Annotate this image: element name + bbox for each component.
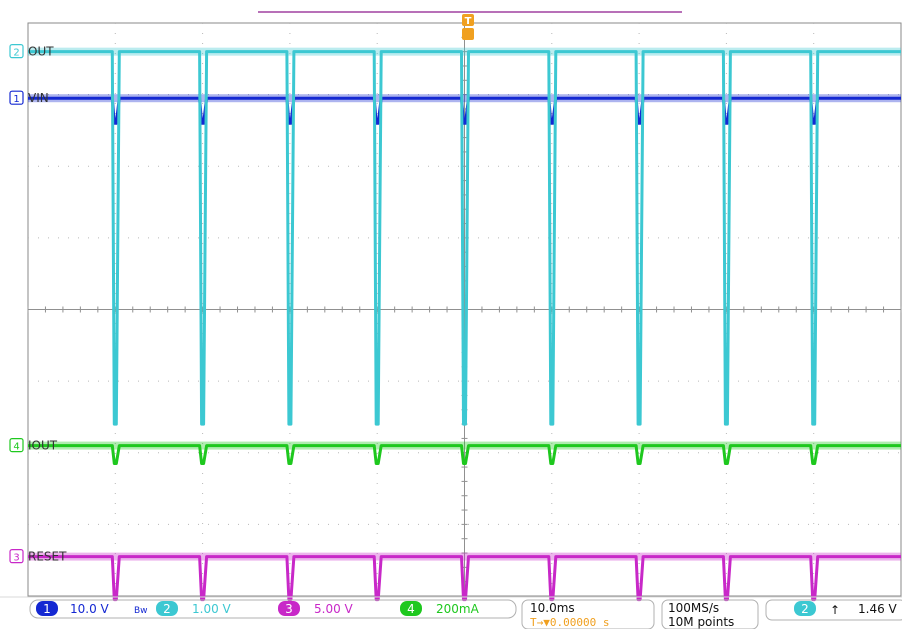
svg-text:2: 2 <box>801 602 809 616</box>
channel-marker-vin[interactable]: 1 VIN <box>9 90 49 105</box>
channel-number: 3 <box>13 553 19 564</box>
trace-band-reset <box>28 552 901 561</box>
timebase: 10.0ms <box>530 601 575 615</box>
svg-text:2: 2 <box>163 602 171 616</box>
trace-out <box>28 50 901 426</box>
channel-marker-out[interactable]: 2 OUT <box>9 44 54 59</box>
trace-iout <box>28 444 901 465</box>
svg-text:1: 1 <box>43 602 51 616</box>
ch2-scale-readout[interactable] <box>156 601 178 616</box>
channel-labels: 1 VIN 2 OUT 4 IOUT 3 RESET <box>9 44 67 564</box>
channel-number-box <box>9 549 24 564</box>
ch4-scale: 200mA <box>436 602 480 616</box>
channel-name: OUT <box>28 45 54 59</box>
trace-band-out <box>28 47 901 56</box>
channel-marker-iout[interactable]: 4 IOUT <box>9 437 58 453</box>
channel-name: RESET <box>28 550 67 564</box>
svg-text:T: T <box>465 16 472 27</box>
channel-number: 2 <box>13 48 19 59</box>
ch1-scale: 10.0 V <box>70 602 110 616</box>
ch1-scale-readout[interactable] <box>29 599 517 619</box>
acquisition-readout[interactable] <box>661 599 759 629</box>
svg-text:3: 3 <box>285 602 293 616</box>
trace-band-iout <box>28 441 901 450</box>
svg-text:4: 4 <box>407 602 415 616</box>
trigger-readout[interactable] <box>765 599 902 621</box>
status-bar: 1 10.0 V Bw 2 1.00 V 3 5.00 V 4 200mA 10… <box>0 596 902 629</box>
channel-name: IOUT <box>28 439 58 453</box>
bandwidth-limit-icon: Bw <box>134 606 148 616</box>
trace-band-vin <box>28 94 901 103</box>
channel-number-box <box>9 90 24 105</box>
ch4-scale-readout[interactable] <box>400 601 422 616</box>
channel-number: 4 <box>13 442 19 453</box>
ch2-scale: 1.00 V <box>192 602 232 616</box>
trace-vin <box>28 96 901 125</box>
trigger-slope-icon: ↑ <box>830 603 840 617</box>
sample-rate: 100MS/s <box>668 601 719 615</box>
ch3-scale-readout[interactable] <box>278 601 300 616</box>
channel-name: VIN <box>28 91 49 105</box>
trigger-position-marker[interactable] <box>462 14 474 26</box>
channel-number: 1 <box>13 94 19 105</box>
record-length: 10M points <box>668 615 734 629</box>
channel-number-box <box>9 44 24 59</box>
ch3-scale: 5.00 V <box>314 602 354 616</box>
horizontal-readout[interactable] <box>521 599 655 629</box>
channel-number-box <box>9 437 24 453</box>
channel-marker-reset[interactable]: 3 RESET <box>9 549 67 564</box>
trigger-time-marker[interactable] <box>462 28 474 40</box>
trigger-position: T→▼0.00000 s <box>530 616 609 629</box>
record-position-bar: T <box>258 11 682 40</box>
graticule <box>27 22 902 597</box>
trigger-level: 1.46 V <box>858 602 898 616</box>
